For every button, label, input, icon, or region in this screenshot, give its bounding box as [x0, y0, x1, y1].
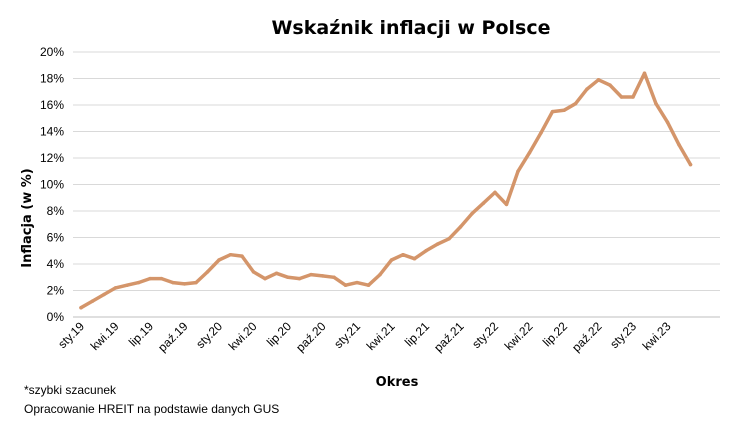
data-point [527, 150, 532, 155]
x-axis-tick-labels: sty.19 kwi.19 lip.19 paź.19 sty.20 kwi.20 lip.… [55, 319, 674, 355]
x-tick-label: lip.21 [402, 319, 432, 349]
x-tick-label: sty.21 [331, 319, 363, 351]
y-tick-label: 18% [40, 72, 64, 86]
footnote-flash-estimate: *szybki szacunek [24, 383, 117, 397]
data-point [654, 101, 658, 106]
data-point [274, 271, 279, 276]
data-point [539, 131, 543, 135]
data-point [205, 270, 210, 274]
data-point [688, 162, 693, 167]
x-tick-label: lip.20 [264, 319, 294, 349]
x-tick-label: paź.22 [569, 319, 605, 355]
data-point [378, 272, 382, 277]
chart-title: Wskaźnik inflacji w Polsce [271, 17, 550, 39]
data-point [343, 283, 348, 287]
x-tick-label: paź.20 [293, 319, 329, 355]
x-tick-label: kwi.21 [364, 319, 398, 353]
x-tick-label: lip.22 [540, 319, 570, 349]
data-point [355, 280, 359, 285]
data-point [389, 258, 394, 262]
data-point [470, 211, 474, 216]
data-point [562, 108, 566, 113]
data-point [125, 283, 129, 287]
data-point [102, 292, 106, 297]
data-point [504, 202, 509, 207]
data-point [631, 95, 635, 99]
data-point [642, 71, 647, 75]
inflation-line [79, 71, 693, 310]
data-point [332, 275, 336, 280]
y-axis-tick-labels: 0% 2% 4% 6% 8% 10% 12% 14% 16% 18% 20% [40, 45, 64, 324]
data-point [136, 280, 141, 285]
y-tick-label: 4% [47, 257, 65, 271]
plot-area [79, 71, 693, 310]
data-point [516, 169, 520, 174]
data-point [550, 109, 555, 114]
data-point [677, 143, 681, 147]
data-point [493, 190, 497, 195]
data-point [194, 280, 198, 285]
y-tick-label: 8% [47, 204, 65, 218]
x-tick-label: sty.22 [469, 319, 501, 351]
data-point [182, 282, 187, 286]
x-tick-label: paź.21 [431, 319, 467, 355]
data-point [619, 95, 624, 99]
data-point [366, 283, 371, 287]
x-tick-label: kwi.20 [226, 319, 260, 353]
data-point [309, 272, 313, 277]
data-point [665, 120, 670, 124]
data-point [159, 276, 164, 281]
data-point [148, 276, 152, 281]
data-point [79, 305, 83, 310]
x-tick-label: kwi.22 [502, 319, 536, 353]
y-tick-label: 16% [40, 98, 64, 112]
data-point [596, 78, 601, 82]
data-point [608, 83, 612, 87]
data-point [228, 252, 233, 257]
x-tick-label: kwi.23 [640, 319, 674, 353]
source-note: Opracowanie HREIT na podstawie danych GU… [24, 402, 280, 416]
x-tick-label: lip.19 [126, 319, 156, 349]
x-axis-title: Okres [376, 375, 419, 390]
data-point [171, 280, 175, 285]
data-point [286, 275, 290, 280]
y-tick-label: 12% [40, 151, 64, 165]
y-tick-label: 6% [47, 231, 65, 245]
data-point [217, 258, 221, 262]
data-point [401, 252, 405, 257]
y-tick-label: 2% [47, 284, 65, 298]
y-tick-label: 0% [47, 310, 65, 324]
gridlines [73, 51, 720, 318]
data-point [573, 101, 578, 106]
x-tick-label: sty.23 [607, 319, 639, 351]
data-point [263, 276, 267, 281]
y-tick-label: 20% [40, 45, 64, 59]
data-point [90, 299, 95, 303]
data-point [424, 249, 428, 253]
data-point [320, 274, 325, 278]
data-point [481, 201, 486, 205]
x-tick-label: paź.19 [155, 319, 191, 355]
data-point [447, 237, 451, 241]
y-tick-label: 14% [40, 125, 64, 139]
data-point [251, 270, 256, 274]
data-point [458, 225, 463, 229]
data-point [585, 87, 589, 91]
data-point [435, 242, 440, 246]
data-point [113, 286, 118, 290]
data-point [297, 276, 302, 281]
y-axis-title: Inflacja (w %) [20, 168, 35, 267]
y-tick-label: 10% [40, 178, 64, 192]
data-point [412, 256, 417, 261]
x-tick-label: sty.20 [193, 319, 225, 351]
data-point [240, 254, 244, 258]
x-tick-label: kwi.19 [88, 319, 122, 353]
